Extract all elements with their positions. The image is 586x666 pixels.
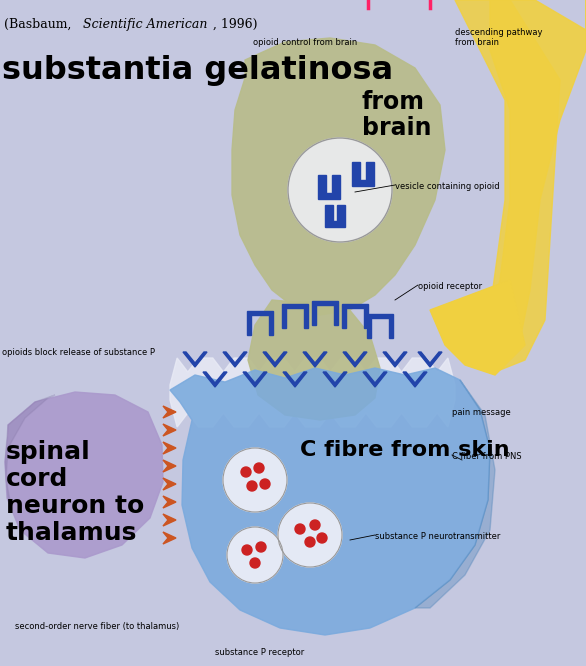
Polygon shape — [403, 372, 427, 387]
Circle shape — [278, 503, 342, 567]
Polygon shape — [248, 300, 380, 420]
Text: descending pathway
from brain: descending pathway from brain — [455, 28, 543, 47]
Polygon shape — [263, 352, 287, 367]
Polygon shape — [325, 205, 345, 227]
Polygon shape — [170, 368, 490, 635]
Polygon shape — [312, 301, 338, 325]
Polygon shape — [383, 352, 407, 367]
Text: vesicle containing opioid: vesicle containing opioid — [395, 182, 500, 191]
Text: opioid receptor: opioid receptor — [418, 282, 482, 291]
Polygon shape — [170, 358, 455, 427]
Polygon shape — [163, 514, 176, 526]
Polygon shape — [303, 352, 327, 367]
Circle shape — [241, 467, 251, 477]
Polygon shape — [352, 162, 374, 186]
Text: spinal
cord
neuron to
thalamus: spinal cord neuron to thalamus — [6, 440, 144, 545]
Text: opioid control from brain: opioid control from brain — [253, 38, 357, 47]
Polygon shape — [232, 38, 445, 315]
Polygon shape — [415, 380, 495, 608]
Polygon shape — [5, 392, 163, 558]
Text: substantia gelatinosa: substantia gelatinosa — [2, 55, 393, 86]
Polygon shape — [223, 352, 247, 367]
Circle shape — [256, 542, 266, 552]
Polygon shape — [163, 424, 176, 436]
Polygon shape — [283, 372, 307, 387]
Text: (Basbaum,: (Basbaum, — [4, 18, 76, 31]
Polygon shape — [183, 352, 207, 367]
Polygon shape — [430, 280, 525, 375]
Text: Scientific American: Scientific American — [83, 18, 207, 31]
Circle shape — [310, 520, 320, 530]
Circle shape — [288, 138, 392, 242]
Polygon shape — [5, 395, 55, 510]
Polygon shape — [282, 304, 308, 328]
Polygon shape — [490, 0, 586, 360]
Polygon shape — [418, 352, 442, 367]
Circle shape — [305, 537, 315, 547]
Circle shape — [250, 558, 260, 568]
Polygon shape — [163, 496, 176, 508]
Polygon shape — [323, 372, 347, 387]
Text: pain message: pain message — [452, 408, 511, 417]
Circle shape — [295, 524, 305, 534]
Polygon shape — [342, 304, 368, 328]
Polygon shape — [243, 372, 267, 387]
Text: substance P neurotransmitter: substance P neurotransmitter — [375, 532, 500, 541]
Circle shape — [260, 479, 270, 489]
Text: opioids block release of substance P: opioids block release of substance P — [2, 348, 155, 357]
Polygon shape — [363, 372, 387, 387]
Circle shape — [254, 463, 264, 473]
Polygon shape — [247, 311, 273, 335]
Polygon shape — [367, 314, 393, 338]
Circle shape — [247, 481, 257, 491]
Text: substance P receptor: substance P receptor — [215, 648, 304, 657]
Polygon shape — [163, 460, 176, 472]
Polygon shape — [163, 478, 176, 490]
Text: second-order nerve fiber (to thalamus): second-order nerve fiber (to thalamus) — [15, 622, 179, 631]
Polygon shape — [163, 442, 176, 454]
Circle shape — [223, 448, 287, 512]
Circle shape — [317, 533, 327, 543]
Polygon shape — [163, 406, 176, 418]
Text: , 1996): , 1996) — [213, 18, 257, 31]
Text: C fiber from PNS: C fiber from PNS — [452, 452, 522, 461]
Polygon shape — [455, 0, 560, 370]
Polygon shape — [163, 532, 176, 544]
Polygon shape — [318, 175, 340, 199]
Polygon shape — [203, 372, 227, 387]
Circle shape — [242, 545, 252, 555]
Circle shape — [227, 527, 283, 583]
Text: from
brain: from brain — [362, 90, 431, 140]
Polygon shape — [343, 352, 367, 367]
Text: C fibre from skin: C fibre from skin — [300, 440, 510, 460]
